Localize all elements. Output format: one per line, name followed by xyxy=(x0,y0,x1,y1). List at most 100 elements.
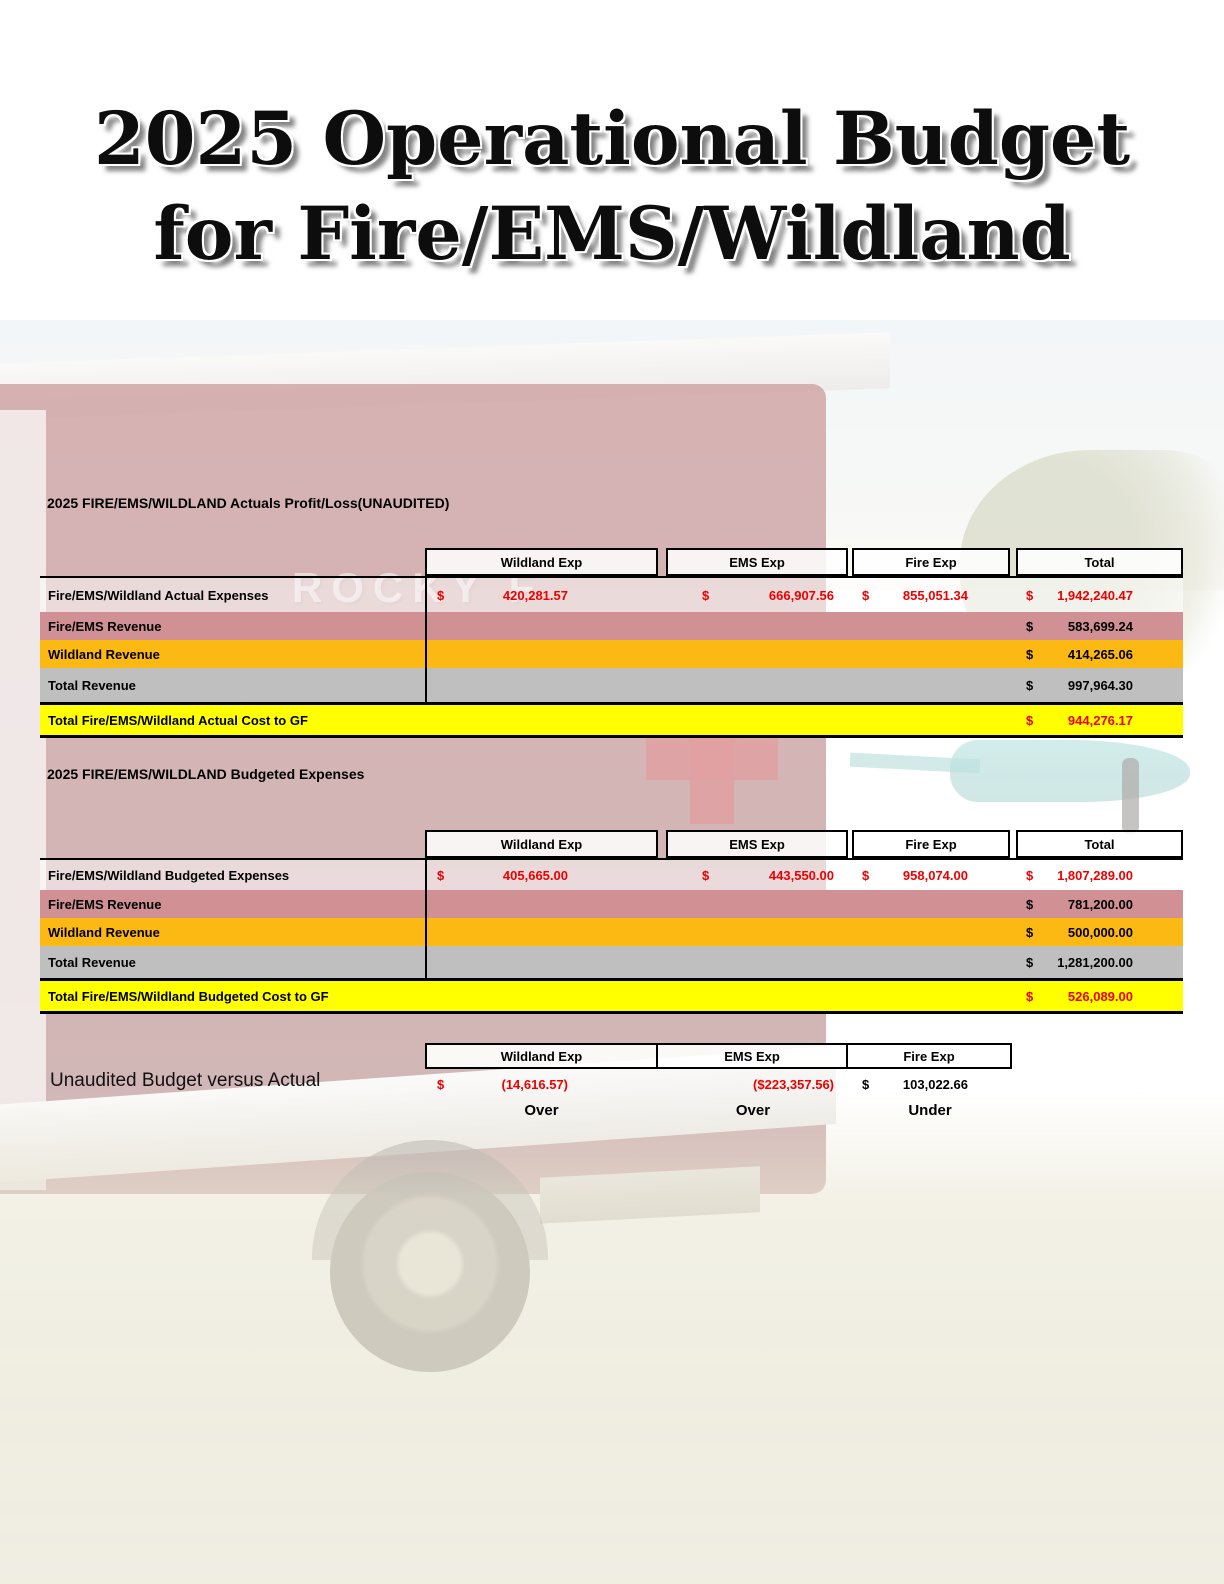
budgeted-expenses-row: Fire/EMS/Wildland Budgeted Expenses $ 40… xyxy=(40,858,1183,890)
column-header-wildland-exp: Wildland Exp xyxy=(425,548,658,576)
value: 526,089.00 xyxy=(1067,988,1133,1004)
column-header-wildland-exp: Wildland Exp xyxy=(425,1043,658,1069)
value: 781,200.00 xyxy=(1067,896,1133,912)
budgeted-header-row: Wildland Exp EMS Exp Fire Exp Total xyxy=(425,830,1183,858)
person-figure xyxy=(1122,758,1139,834)
currency-sign: $ xyxy=(862,867,870,883)
value-cell-ems: $ 666,907.56 xyxy=(666,578,848,612)
currency-sign: $ xyxy=(1026,988,1034,1004)
value: 500,000.00 xyxy=(1067,924,1133,940)
value: 997,964.30 xyxy=(1067,677,1133,693)
value: (14,616.57) xyxy=(501,1076,569,1092)
currency-sign: $ xyxy=(437,1076,445,1092)
value: 855,051.34 xyxy=(902,587,968,603)
value-cell-wildland: $ 405,665.00 xyxy=(425,860,658,890)
page-title: 2025 Operational Budget for Fire/EMS/Wil… xyxy=(0,92,1224,282)
row-label: Fire/EMS Revenue xyxy=(48,896,162,912)
actuals-header-row: Wildland Exp EMS Exp Fire Exp Total xyxy=(425,548,1183,576)
row-label: Wildland Revenue xyxy=(48,646,160,662)
value-cell-total: $ 1,281,200.00 xyxy=(1016,946,1183,978)
value-cell-ems: ($223,357.56) xyxy=(666,1069,848,1099)
variance-row-label: Unaudited Budget versus Actual xyxy=(50,1070,321,1091)
page-title-line2: for Fire/EMS/Wildland xyxy=(153,190,1071,277)
currency-sign: $ xyxy=(1026,954,1034,970)
value: 1,942,240.47 xyxy=(1057,587,1133,603)
value: 944,276.17 xyxy=(1067,712,1133,728)
column-header-wildland-exp: Wildland Exp xyxy=(425,830,658,858)
currency-sign: $ xyxy=(1026,712,1034,728)
actuals-expenses-row: Fire/EMS/Wildland Actual Expenses $ 420,… xyxy=(40,576,1183,612)
actuals-fire-ems-revenue-row: Fire/EMS Revenue $ 583,699.24 xyxy=(40,612,1183,640)
row-label: Fire/EMS Revenue xyxy=(48,618,162,634)
currency-sign: $ xyxy=(1026,867,1034,883)
row-label: Wildland Revenue xyxy=(48,924,160,940)
value: 414,265.06 xyxy=(1067,646,1133,662)
column-header-ems-exp: EMS Exp xyxy=(666,548,848,576)
value-cell-total: $ 781,200.00 xyxy=(1016,890,1183,918)
column-header-total: Total xyxy=(1016,830,1183,858)
currency-sign: $ xyxy=(437,587,445,603)
page-title-line1: 2025 Operational Budget xyxy=(93,96,1131,182)
budgeted-cost-to-gf-row: Total Fire/EMS/Wildland Budgeted Cost to… xyxy=(40,978,1183,1014)
sky xyxy=(0,320,1224,590)
actuals-cost-to-gf-row: Total Fire/EMS/Wildland Actual Cost to G… xyxy=(40,702,1183,738)
value: 1,807,289.00 xyxy=(1057,867,1133,883)
row-label: Fire/EMS/Wildland Budgeted Expenses xyxy=(48,867,290,883)
column-header-total: Total xyxy=(1016,548,1183,576)
budgeted-total-revenue-row: Total Revenue $ 1,281,200.00 xyxy=(40,946,1183,978)
currency-sign: $ xyxy=(1026,896,1034,912)
value: 1,281,200.00 xyxy=(1057,954,1133,970)
actuals-section-title: 2025 FIRE/EMS/WILDLAND Actuals Profit/Lo… xyxy=(47,495,450,511)
value-cell-total: $ 583,699.24 xyxy=(1016,612,1183,640)
currency-sign: $ xyxy=(1026,618,1034,634)
variance-status-ems: Over xyxy=(735,1102,771,1119)
currency-sign: $ xyxy=(1026,646,1034,662)
column-header-fire-exp: Fire Exp xyxy=(846,1043,1012,1069)
value-cell-total: $ 500,000.00 xyxy=(1016,918,1183,946)
value: 405,665.00 xyxy=(502,867,568,883)
variance-values-row: $ (14,616.57) ($223,357.56) $ 103,022.66 xyxy=(40,1069,1183,1099)
variance-status-wildland: Over xyxy=(524,1102,559,1119)
value: 443,550.00 xyxy=(768,867,834,883)
value: 958,074.00 xyxy=(902,867,968,883)
value: 583,699.24 xyxy=(1067,618,1133,634)
value-cell-wildland: $ 420,281.57 xyxy=(425,578,658,612)
column-divider xyxy=(425,830,427,978)
value-cell-total: $ 1,807,289.00 xyxy=(1016,860,1183,890)
value-cell-fire: $ 103,022.66 xyxy=(852,1069,1010,1099)
value: ($223,357.56) xyxy=(753,1076,834,1092)
helicopter xyxy=(950,740,1190,802)
column-header-ems-exp: EMS Exp xyxy=(656,1043,848,1069)
currency-sign: $ xyxy=(437,867,445,883)
currency-sign: $ xyxy=(1026,924,1034,940)
column-header-fire-exp: Fire Exp xyxy=(852,830,1010,858)
budgeted-fire-ems-revenue-row: Fire/EMS Revenue $ 781,200.00 xyxy=(40,890,1183,918)
value-cell-ems: $ 443,550.00 xyxy=(666,860,848,890)
value: 420,281.57 xyxy=(502,587,568,603)
value-cell-total: $ 414,265.06 xyxy=(1016,640,1183,668)
currency-sign: $ xyxy=(702,587,710,603)
value-cell-total: $ 1,942,240.47 xyxy=(1016,578,1183,612)
value-cell-fire: $ 958,074.00 xyxy=(852,860,1010,890)
currency-sign: $ xyxy=(1026,677,1034,693)
column-header-fire-exp: Fire Exp xyxy=(852,548,1010,576)
value-cell-fire: $ 855,051.34 xyxy=(852,578,1010,612)
budgeted-wildland-revenue-row: Wildland Revenue $ 500,000.00 xyxy=(40,918,1183,946)
currency-sign: $ xyxy=(862,1076,870,1092)
variance-header-row: Wildland Exp EMS Exp Fire Exp xyxy=(425,1043,1012,1069)
wheel xyxy=(330,1172,530,1372)
value-cell-wildland: $ (14,616.57) xyxy=(425,1069,658,1099)
currency-sign: $ xyxy=(702,867,710,883)
currency-sign: $ xyxy=(1026,587,1034,603)
actuals-wildland-revenue-row: Wildland Revenue $ 414,265.06 xyxy=(40,640,1183,668)
grass-field xyxy=(0,1090,1224,1584)
row-label: Total Fire/EMS/Wildland Actual Cost to G… xyxy=(48,712,308,728)
row-label: Total Revenue xyxy=(48,954,136,970)
budgeted-section-title: 2025 FIRE/EMS/WILDLAND Budgeted Expenses xyxy=(47,766,365,782)
row-label: Fire/EMS/Wildland Actual Expenses xyxy=(48,587,269,603)
value-cell-total: $ 526,089.00 xyxy=(1016,981,1183,1011)
currency-sign: $ xyxy=(862,587,870,603)
value: 103,022.66 xyxy=(902,1076,968,1092)
column-divider xyxy=(425,548,427,702)
